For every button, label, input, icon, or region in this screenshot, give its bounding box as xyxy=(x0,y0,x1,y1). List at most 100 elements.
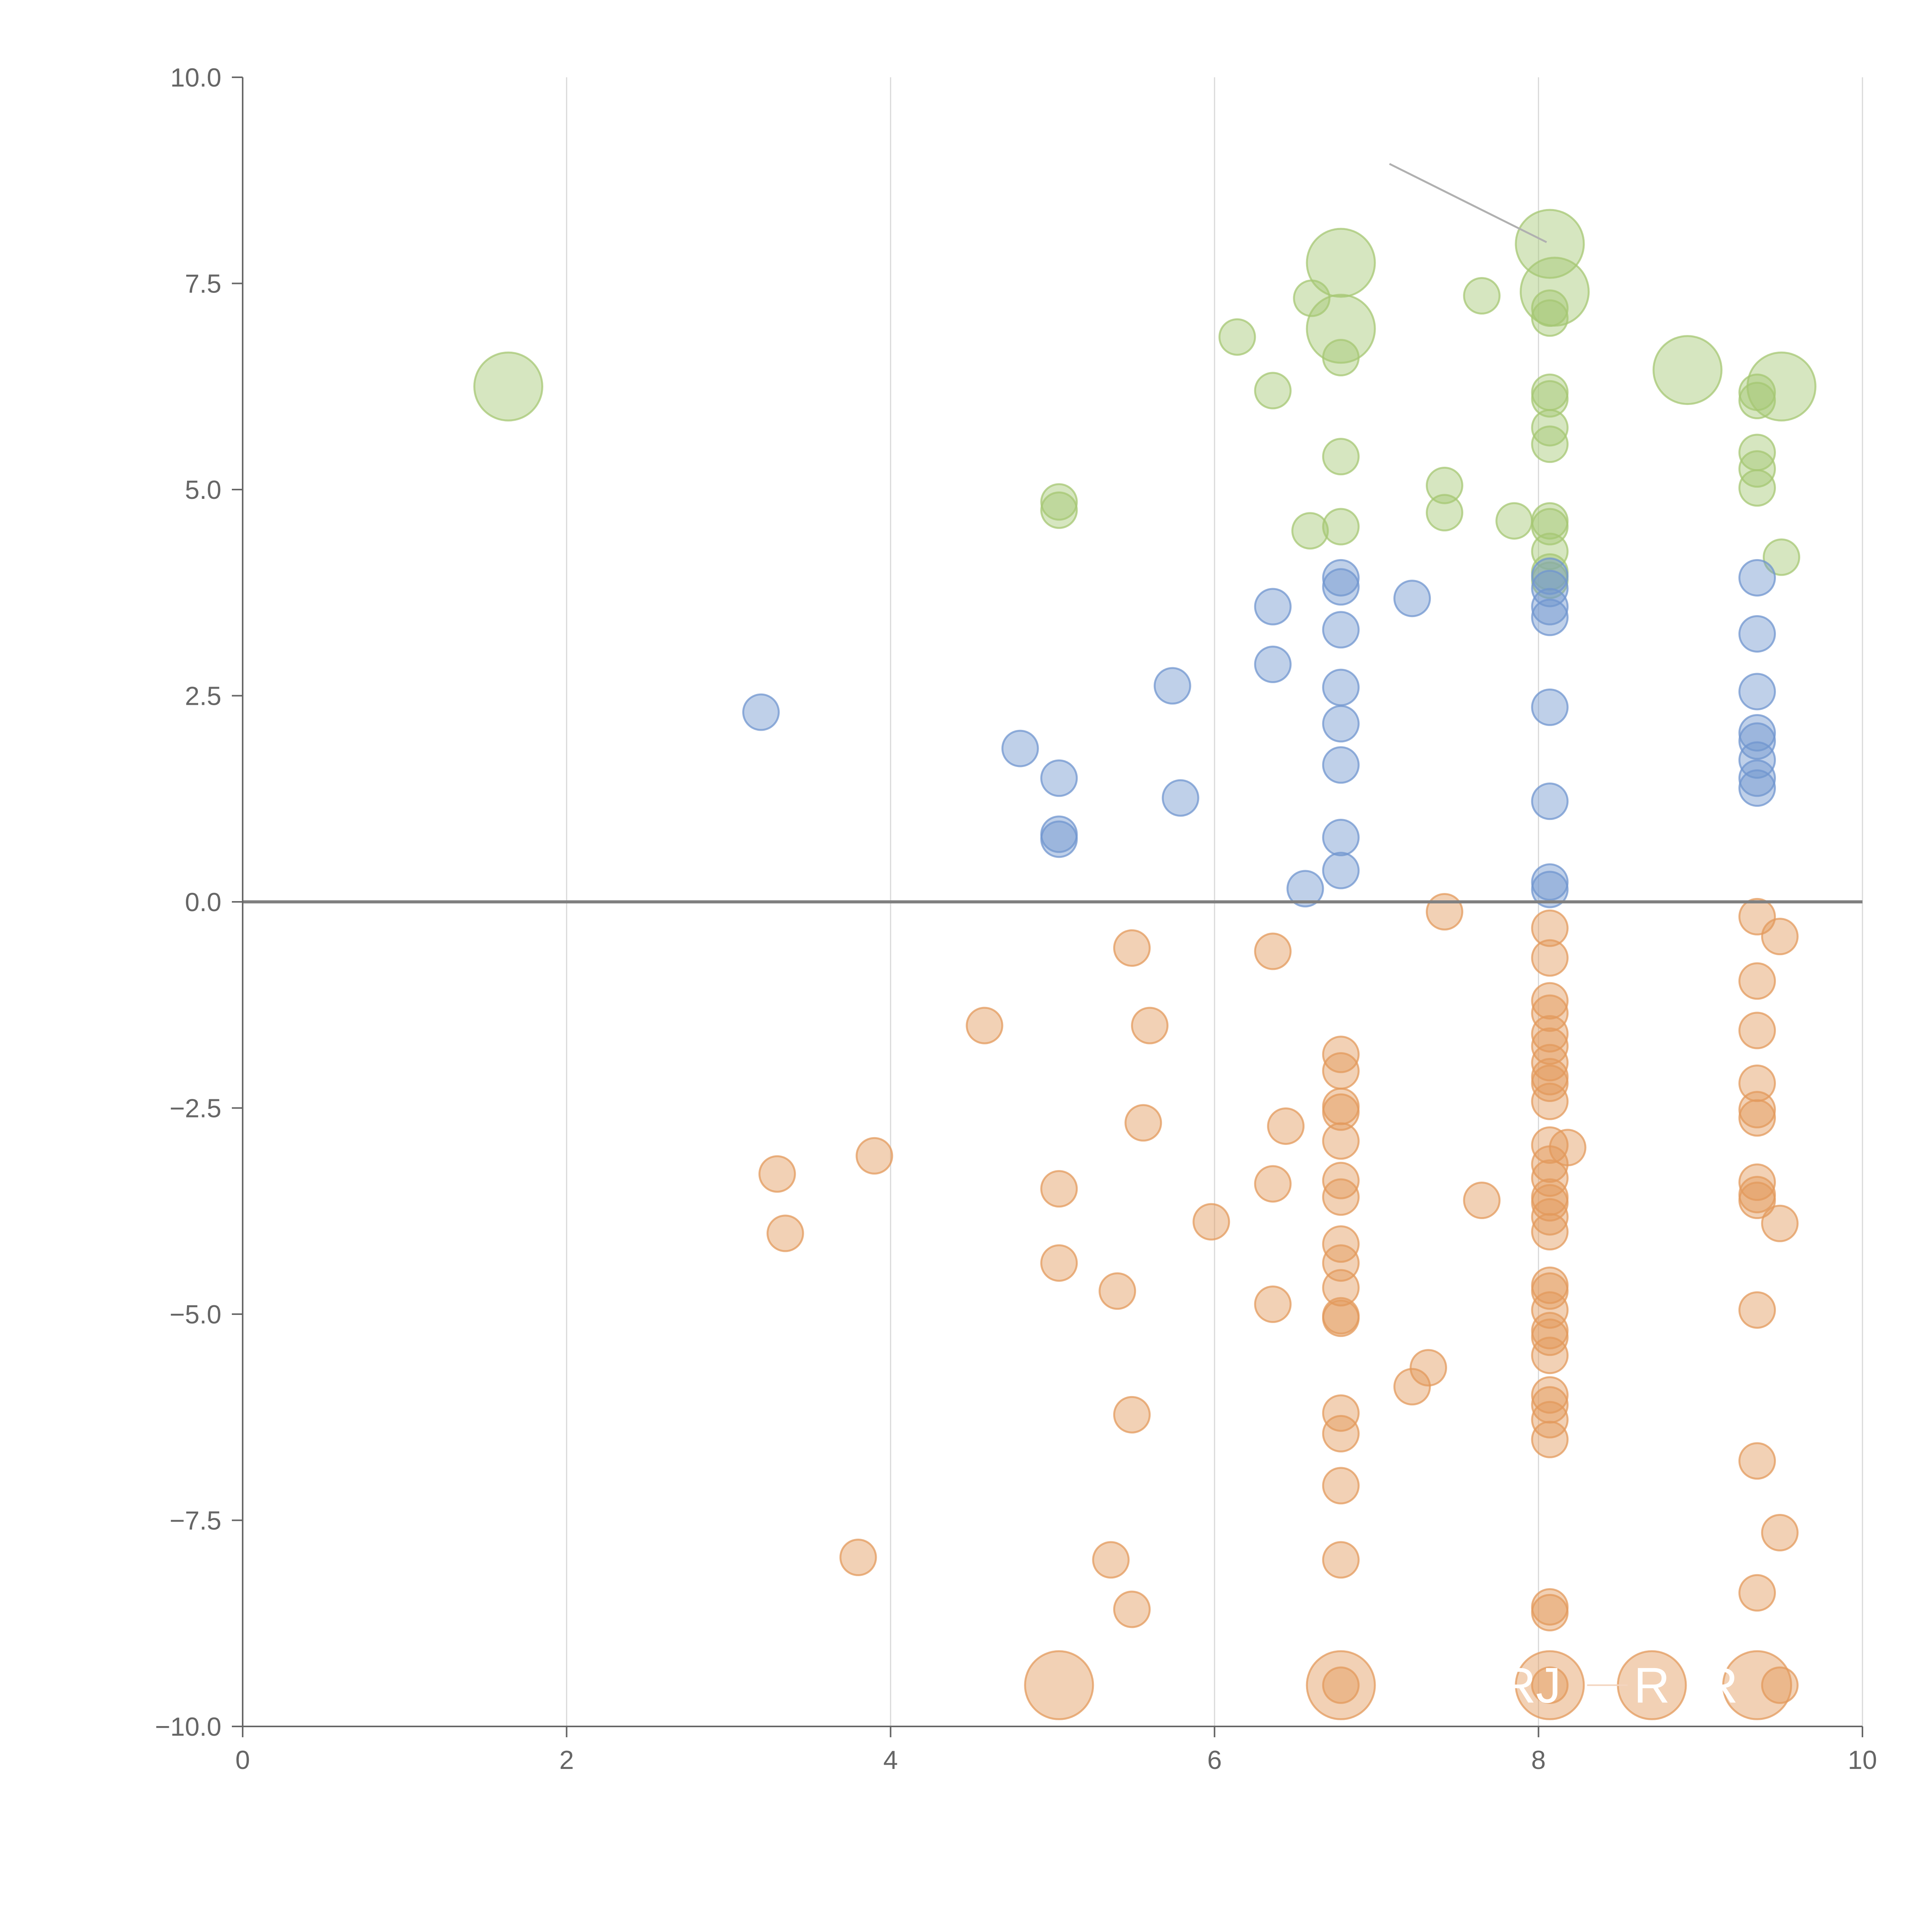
x-tick-label: 2 xyxy=(559,1745,574,1775)
orange-point xyxy=(1092,1541,1130,1579)
orange-point xyxy=(1531,1044,1569,1082)
orange-point xyxy=(758,1155,796,1193)
orange-point xyxy=(855,1137,893,1175)
orange-point xyxy=(1531,1420,1569,1458)
blue-point xyxy=(1322,559,1360,597)
green-point xyxy=(1322,438,1360,476)
orange-point xyxy=(1322,1178,1360,1216)
green-point xyxy=(1738,469,1776,507)
orange-point xyxy=(1738,1182,1776,1219)
blue-point xyxy=(1738,769,1776,807)
orange-point xyxy=(1761,918,1799,956)
orange-point xyxy=(1738,1099,1776,1137)
blue-point xyxy=(1531,871,1569,908)
x-tick-label: 10 xyxy=(1848,1745,1877,1775)
x-tick-label: 8 xyxy=(1531,1745,1546,1775)
orange-point xyxy=(1531,1213,1569,1251)
x-tick-label: 0 xyxy=(235,1745,250,1775)
orange-point xyxy=(1738,1091,1776,1129)
orange-point xyxy=(1192,1203,1230,1241)
green-point xyxy=(1495,502,1533,540)
green-point xyxy=(1531,289,1569,327)
orange-point xyxy=(1738,1291,1776,1329)
orange-point xyxy=(1425,893,1463,931)
orange-point xyxy=(1531,994,1569,1032)
green-point xyxy=(1531,425,1569,463)
y-tick-label: 7.5 xyxy=(185,269,221,299)
orange-point xyxy=(1531,1027,1569,1065)
green-point xyxy=(1322,339,1360,377)
green-point xyxy=(1762,538,1800,576)
annotation-label: RJ xyxy=(1500,1657,1561,1713)
blue-point xyxy=(1254,645,1292,683)
green-point xyxy=(1746,351,1816,422)
green-point xyxy=(1322,508,1360,546)
green-point xyxy=(1291,512,1329,550)
orange-point xyxy=(1267,1107,1305,1145)
orange-point xyxy=(1531,1401,1569,1439)
y-tick-label: −5.0 xyxy=(170,1300,221,1329)
orange-point xyxy=(1531,1184,1569,1222)
green-point xyxy=(1040,483,1078,521)
green-point xyxy=(473,351,543,422)
orange-point xyxy=(1124,1104,1162,1142)
blue-point xyxy=(1286,870,1324,908)
blue-point xyxy=(1254,588,1292,626)
blue-point xyxy=(1162,779,1199,817)
blue-point xyxy=(1531,599,1569,636)
orange-point xyxy=(1549,1129,1587,1167)
x-tick-label: 6 xyxy=(1207,1745,1222,1775)
orange-point xyxy=(1761,1666,1799,1704)
orange-point xyxy=(1531,1015,1569,1053)
orange-point xyxy=(1738,1012,1776,1049)
orange-point xyxy=(1531,1594,1569,1632)
green-point xyxy=(1218,318,1256,356)
orange-point xyxy=(1322,1666,1360,1704)
blue-point xyxy=(1322,852,1360,889)
orange-point xyxy=(1531,1198,1569,1236)
annotation-label: R xyxy=(1634,1657,1670,1713)
blue-point xyxy=(1738,759,1776,797)
blue-point xyxy=(1040,759,1078,797)
blue-point xyxy=(1001,730,1039,767)
orange-point xyxy=(1531,1666,1569,1704)
orange-point xyxy=(1322,1394,1360,1432)
green-point xyxy=(1425,466,1463,504)
blue-point xyxy=(1531,588,1569,626)
x-tick-label: 4 xyxy=(883,1745,898,1775)
orange-point xyxy=(1131,1007,1169,1044)
orange-point xyxy=(1322,1269,1360,1307)
orange-point xyxy=(1322,1415,1360,1452)
orange-point xyxy=(1254,932,1292,970)
blue-point xyxy=(1738,722,1776,760)
orange-point xyxy=(1738,962,1776,1000)
orange-point xyxy=(1531,939,1569,977)
blue-point xyxy=(1738,714,1776,752)
orange-point xyxy=(1113,1396,1151,1434)
orange-point xyxy=(1113,929,1151,967)
orange-point xyxy=(1254,1285,1292,1323)
orange-point xyxy=(1322,1052,1360,1090)
y-tick-label: 2.5 xyxy=(185,682,221,711)
orange-point xyxy=(1040,1170,1078,1208)
orange-point xyxy=(1254,1165,1292,1203)
orange-point xyxy=(1531,1272,1569,1310)
blue-point xyxy=(1738,615,1776,653)
orange-point xyxy=(1410,1349,1447,1387)
y-tick-label: 5.0 xyxy=(185,475,221,505)
y-tick-label: 0.0 xyxy=(185,888,221,917)
green-point xyxy=(1531,409,1569,447)
blue-point xyxy=(1393,580,1431,617)
annotation-leader xyxy=(1389,163,1547,243)
green-point xyxy=(1306,294,1376,364)
axes: 0 2 4 6 8 10 −10.0 −7.5 −5.0 −2.5 0.0 2.5 5.0 7.5 10.0 xyxy=(155,63,1877,1775)
blue-point xyxy=(1531,782,1569,820)
blue-point xyxy=(742,693,780,731)
blue-point xyxy=(1040,820,1078,858)
blue-point xyxy=(1738,673,1776,711)
y-tick-label: −7.5 xyxy=(170,1506,221,1536)
orange-point xyxy=(1113,1590,1151,1628)
blue-point xyxy=(1322,819,1360,857)
orange-point xyxy=(1463,1182,1501,1219)
